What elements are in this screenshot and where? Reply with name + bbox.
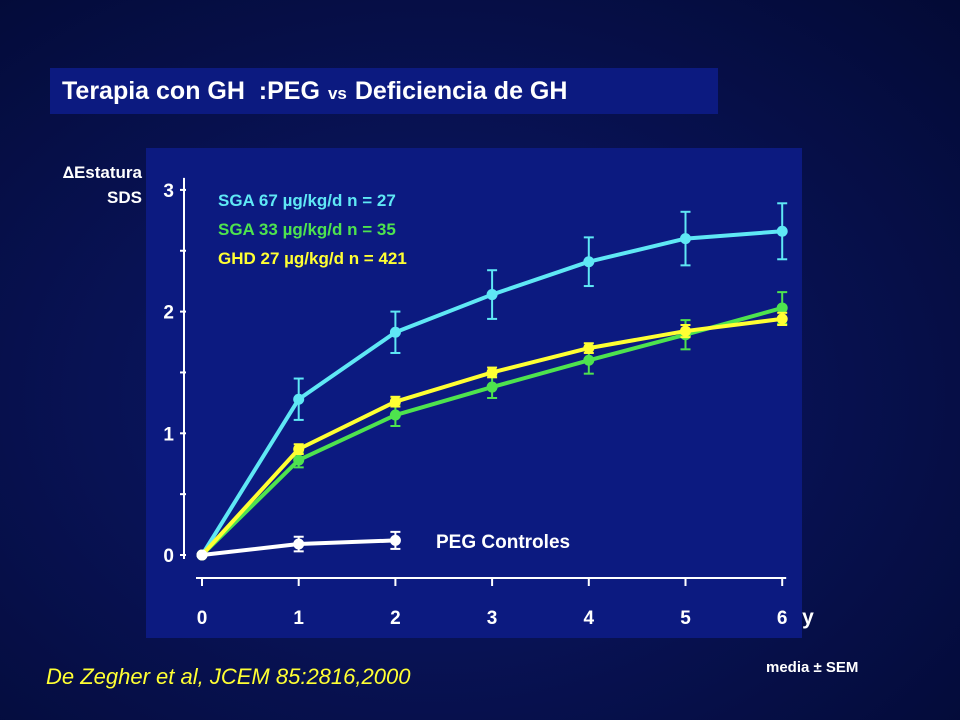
slide-title: Terapia con GH :PEG vs Deficiencia de GH [50, 68, 718, 114]
series-group [196, 202, 788, 561]
data-point [389, 396, 401, 408]
data-point [389, 326, 401, 338]
x-tick-label: 0 [197, 608, 208, 629]
x-tick-label: 6 [777, 608, 788, 629]
title-part1: Terapia con GH :PEG [62, 76, 320, 105]
delta-symbol: ∆ [62, 163, 74, 182]
data-point [583, 354, 595, 366]
legend-entry: SGA 33 µg/kg/d n = 35 [218, 220, 396, 239]
x-axis-label: y [802, 606, 814, 629]
data-point [389, 409, 401, 421]
citation: De Zegher et al, JCEM 85:2816,2000 [46, 664, 411, 689]
legend-entry: GHD 27 µg/kg/d n = 421 [218, 249, 407, 268]
legend-entry: SGA 67 µg/kg/d n = 27 [218, 191, 396, 210]
data-point [776, 313, 788, 325]
data-point [293, 443, 305, 455]
footnote: media ± SEM [766, 659, 859, 676]
y-tick-label: 0 [163, 546, 174, 567]
data-point [293, 538, 305, 550]
y-axis-label: ∆Estatura SDS [63, 160, 142, 210]
data-point [776, 302, 788, 314]
title-vs: vs [327, 84, 347, 103]
series-0 [196, 202, 788, 561]
data-point [389, 534, 401, 546]
data-point [486, 381, 498, 393]
data-point [776, 225, 788, 237]
series-3 [196, 530, 401, 561]
legend: SGA 67 µg/kg/d n = 27 SGA 33 µg/kg/d n = … [218, 191, 570, 553]
x-tick-label: 3 [487, 608, 498, 629]
x-tick-label: 1 [293, 608, 304, 629]
data-point [196, 549, 208, 561]
y-tick-label: 1 [163, 424, 174, 445]
data-point [680, 325, 691, 337]
title-part2: Deficiencia de GH [354, 76, 568, 105]
y-axis-label-word: Estatura [73, 163, 142, 182]
data-point [293, 454, 305, 466]
y-axis-label-line1: ∆Estatura [63, 160, 142, 185]
data-point [486, 366, 498, 378]
y-tick-label: 2 [163, 303, 174, 324]
legend-entry-peg: PEG Controles [436, 532, 570, 553]
x-tick-label: 4 [584, 608, 595, 629]
data-point [293, 393, 305, 405]
data-point [486, 289, 498, 301]
y-axis-label-line2: SDS [107, 188, 142, 207]
x-tick-label: 5 [680, 608, 691, 629]
data-point [583, 256, 595, 268]
data-point [583, 342, 595, 354]
series-2 [196, 311, 788, 561]
data-point [680, 233, 691, 245]
axes: 0 1 2 3 0 1 2 3 4 5 6 y [163, 177, 814, 629]
y-tick-label: 3 [163, 181, 174, 202]
x-tick-label: 2 [390, 608, 401, 629]
